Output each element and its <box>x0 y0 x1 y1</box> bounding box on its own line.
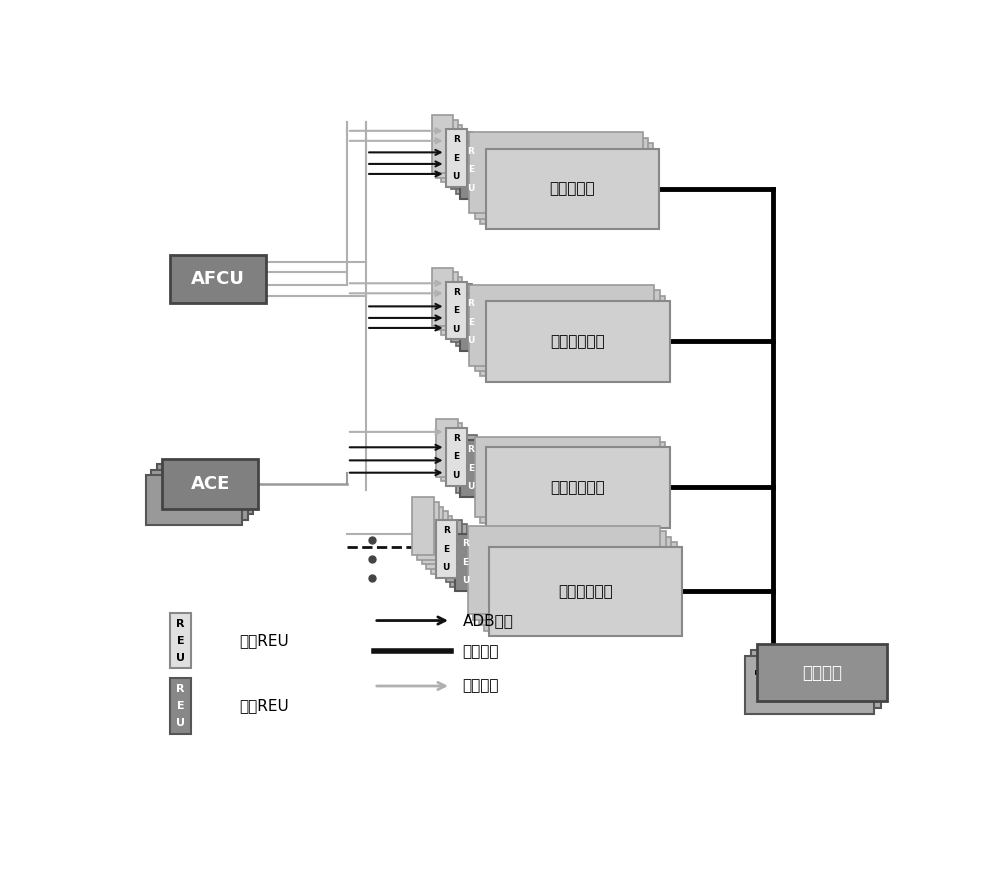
Text: U: U <box>176 718 185 728</box>
Text: ADB总线: ADB总线 <box>462 613 513 628</box>
Bar <box>475 138 648 219</box>
Bar <box>479 536 671 625</box>
Bar <box>436 272 458 330</box>
Bar <box>456 435 477 493</box>
Text: E: E <box>453 453 459 461</box>
Bar <box>151 470 248 520</box>
Bar <box>480 143 653 224</box>
Bar <box>475 290 660 371</box>
Text: U: U <box>453 172 460 181</box>
Bar <box>751 650 881 707</box>
Text: 方向薈作动器: 方向薈作动器 <box>551 480 605 495</box>
Text: U: U <box>453 471 460 480</box>
Bar <box>162 459 258 509</box>
Bar <box>456 289 477 346</box>
Bar <box>431 516 452 574</box>
Bar <box>456 136 477 194</box>
Bar <box>170 678 191 733</box>
Text: U: U <box>176 652 185 663</box>
Bar <box>486 447 670 528</box>
Bar <box>432 115 453 174</box>
Text: E: E <box>453 153 459 163</box>
Text: 硬线连接: 硬线连接 <box>462 678 499 693</box>
Text: R: R <box>462 540 469 548</box>
Text: 一型REU: 一型REU <box>239 633 289 648</box>
Text: U: U <box>462 576 469 585</box>
Bar <box>460 293 482 351</box>
Text: R: R <box>453 135 460 144</box>
Text: AFCU: AFCU <box>191 269 245 288</box>
Bar <box>486 301 670 382</box>
Text: E: E <box>443 545 449 554</box>
Text: E: E <box>462 558 469 567</box>
Bar <box>436 419 458 477</box>
Bar <box>473 531 666 620</box>
Text: R: R <box>443 527 450 535</box>
Bar <box>745 656 874 713</box>
Text: R: R <box>453 288 460 296</box>
Text: 液压连接: 液压连接 <box>462 644 499 659</box>
Bar <box>484 542 677 630</box>
Text: ACE: ACE <box>191 475 230 493</box>
Text: E: E <box>468 317 474 327</box>
Bar <box>417 502 439 560</box>
Bar <box>446 428 467 486</box>
Bar <box>446 282 467 339</box>
Bar <box>436 521 457 578</box>
Text: U: U <box>467 336 475 345</box>
Bar <box>451 284 472 342</box>
Bar <box>446 129 467 187</box>
Bar <box>436 120 458 178</box>
Bar <box>455 534 476 591</box>
Text: E: E <box>177 636 184 645</box>
Text: 液压系统: 液压系统 <box>802 664 842 682</box>
Text: E: E <box>453 306 459 315</box>
Bar <box>432 268 453 325</box>
Bar <box>460 439 482 497</box>
Bar <box>475 437 660 517</box>
Text: R: R <box>467 146 474 156</box>
Text: R: R <box>467 446 474 454</box>
Bar <box>157 464 253 514</box>
Bar <box>146 475 242 525</box>
Bar <box>170 613 191 668</box>
Text: 升降薈作动器: 升降薈作动器 <box>551 334 605 349</box>
Text: 扰流片作动器: 扰流片作动器 <box>558 584 613 599</box>
Bar <box>489 548 682 636</box>
Bar <box>486 148 659 229</box>
Text: 二型REU: 二型REU <box>239 698 289 713</box>
Text: E: E <box>468 165 474 174</box>
Bar <box>441 424 462 481</box>
Text: R: R <box>453 434 460 443</box>
Text: U: U <box>467 482 475 492</box>
Bar <box>757 644 887 701</box>
Bar <box>441 125 462 182</box>
Bar <box>441 277 462 335</box>
Text: R: R <box>176 684 185 694</box>
Bar <box>441 520 462 577</box>
Text: E: E <box>177 701 184 711</box>
Bar <box>426 511 448 569</box>
Bar <box>469 285 654 365</box>
Bar <box>451 132 472 189</box>
Bar <box>468 526 660 615</box>
Text: 副翼作动器: 副翼作动器 <box>549 181 595 196</box>
Bar <box>412 497 434 555</box>
Bar <box>170 255 266 303</box>
Text: R: R <box>176 618 185 629</box>
Bar <box>480 442 665 522</box>
Bar <box>450 529 472 587</box>
Bar <box>446 524 467 582</box>
Bar <box>469 133 643 214</box>
Text: U: U <box>467 184 475 193</box>
Text: U: U <box>443 563 450 572</box>
Bar <box>422 507 443 564</box>
Text: E: E <box>468 464 474 473</box>
Bar <box>480 296 665 377</box>
Bar <box>460 141 482 199</box>
Text: R: R <box>467 299 474 308</box>
Text: U: U <box>453 324 460 334</box>
